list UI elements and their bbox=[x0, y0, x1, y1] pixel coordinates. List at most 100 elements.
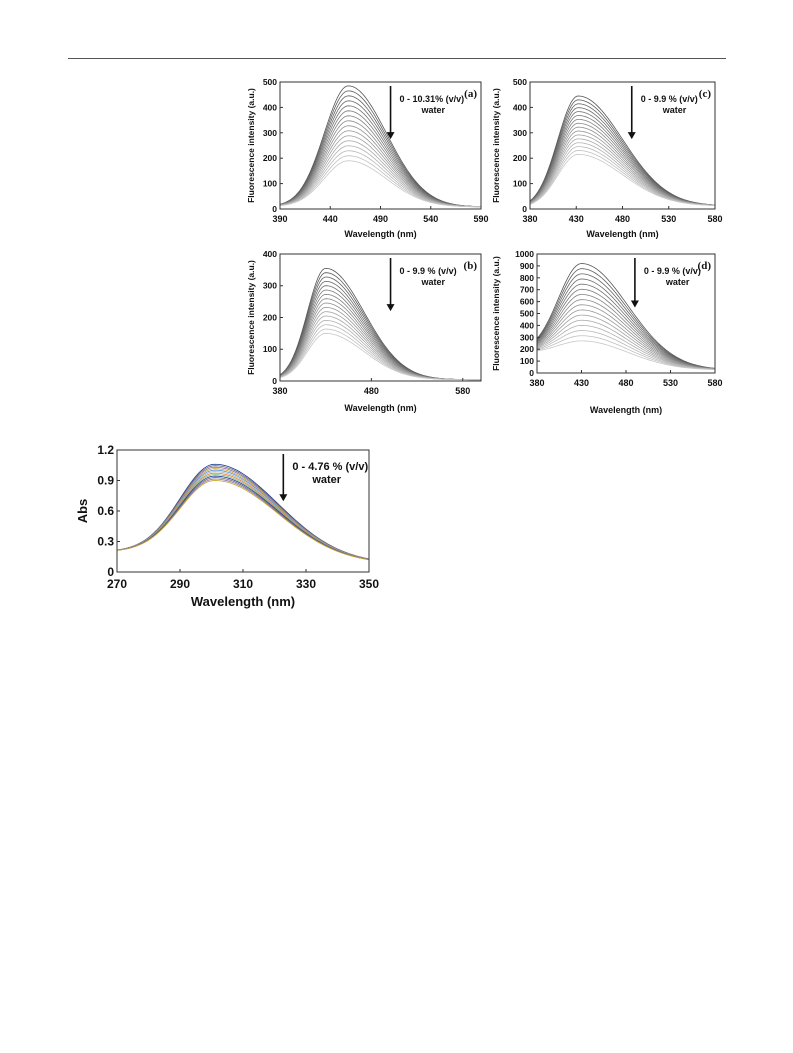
x-tick-label: 530 bbox=[661, 214, 676, 224]
panel-label: (a) bbox=[464, 88, 477, 100]
spectrum-line bbox=[536, 330, 716, 370]
x-tick-label: 310 bbox=[233, 577, 253, 591]
x-tick-label: 440 bbox=[323, 214, 338, 224]
x-axis-title: Wavelength (nm) bbox=[586, 229, 658, 239]
annotation-water: water bbox=[665, 277, 690, 287]
y-tick-label: 0.3 bbox=[97, 535, 114, 549]
y-tick-label: 400 bbox=[263, 249, 277, 259]
x-tick-label: 480 bbox=[618, 378, 633, 388]
x-axis-title: Wavelength (nm) bbox=[344, 229, 416, 239]
spectrum-line bbox=[536, 309, 716, 370]
fluorescence-chart-a: 0 100 200 300 400 500 390 440 490 540 590 Wavelengt… bbox=[246, 77, 489, 239]
y-axis-title: Fluorescence intensity (a.u.) bbox=[246, 88, 256, 203]
x-tick-label: 390 bbox=[272, 214, 287, 224]
x-tick-label: 490 bbox=[373, 214, 388, 224]
annotation-range: 0 - 9.9 % (v/v) bbox=[644, 266, 701, 276]
x-axis-title: Wavelength (nm) bbox=[344, 403, 416, 413]
y-tick-label: 100 bbox=[513, 179, 527, 189]
y-tick-label: 400 bbox=[513, 102, 527, 112]
spectrum-line bbox=[536, 335, 716, 370]
y-tick-label: 0 bbox=[107, 565, 114, 579]
spectrum-line bbox=[279, 280, 481, 381]
spectrum-line bbox=[279, 160, 482, 208]
spectrum-line bbox=[536, 340, 716, 370]
spectrum-line bbox=[116, 480, 370, 561]
y-tick-label: 200 bbox=[263, 153, 277, 163]
y-tick-label: 0 bbox=[272, 376, 277, 386]
spectra-group bbox=[529, 95, 716, 206]
arrow-head-icon bbox=[627, 132, 636, 140]
x-tick-label: 480 bbox=[615, 214, 630, 224]
y-tick-label: 200 bbox=[513, 153, 527, 163]
x-tick-label: 290 bbox=[170, 577, 190, 591]
spectra-group bbox=[116, 463, 370, 561]
y-tick-label: 600 bbox=[520, 297, 534, 307]
annotation-range: 0 - 9.9 % (v/v) bbox=[641, 94, 698, 104]
x-tick-label: 530 bbox=[663, 378, 678, 388]
y-tick-label: 200 bbox=[263, 312, 277, 322]
spectrum-line bbox=[536, 304, 716, 370]
x-tick-label: 380 bbox=[529, 378, 544, 388]
y-tick-label: 0.9 bbox=[97, 474, 114, 488]
y-tick-label: 300 bbox=[263, 281, 277, 291]
x-tick-label: 580 bbox=[707, 378, 722, 388]
arrow-head-icon bbox=[630, 300, 639, 308]
spectrum-line bbox=[279, 328, 482, 381]
x-tick-label: 330 bbox=[296, 577, 316, 591]
spectrum-line bbox=[529, 154, 716, 206]
annotation-range: 0 - 10.31% (v/v) bbox=[400, 94, 465, 104]
y-axis-title: Fluorescence intensity (a.u.) bbox=[491, 88, 501, 203]
y-tick-label: 1000 bbox=[515, 249, 534, 259]
spectrum-line bbox=[536, 299, 716, 370]
x-tick-label: 270 bbox=[107, 577, 127, 591]
y-axis-title: Fluorescence intensity (a.u.) bbox=[246, 260, 256, 375]
y-tick-label: 1.2 bbox=[97, 443, 114, 457]
absorbance-chart: 0 0.3 0.6 0.9 1.2 270 290 310 330 350 Wavelength (… bbox=[75, 443, 379, 609]
y-tick-label: 500 bbox=[513, 77, 527, 87]
spectrum-line bbox=[536, 325, 716, 370]
y-tick-label: 700 bbox=[520, 285, 534, 295]
arrow-head-icon bbox=[279, 494, 288, 502]
spectrum-line bbox=[279, 130, 482, 208]
x-tick-label: 590 bbox=[473, 214, 488, 224]
y-tick-label: 0 bbox=[522, 204, 527, 214]
y-tick-label: 100 bbox=[263, 344, 277, 354]
spectrum-line bbox=[529, 118, 716, 206]
spectrum-line bbox=[536, 288, 716, 370]
y-tick-label: 0 bbox=[529, 368, 534, 378]
annotation-water: water bbox=[421, 105, 446, 115]
spectra-group bbox=[279, 85, 482, 208]
y-axis-title: Abs bbox=[75, 499, 90, 524]
arrow-head-icon bbox=[386, 304, 395, 312]
spectra-group bbox=[279, 267, 482, 381]
fluorescence-chart-c: 0 100 200 300 400 500 380 430 480 530 580 Wavelengt… bbox=[491, 77, 723, 239]
y-tick-label: 400 bbox=[263, 102, 277, 112]
spectrum-line bbox=[279, 332, 482, 381]
y-tick-label: 0 bbox=[272, 204, 277, 214]
y-axis-title: Fluorescence intensity (a.u.) bbox=[491, 256, 501, 371]
x-axis-title: Wavelength (nm) bbox=[191, 594, 295, 609]
spectrum-line bbox=[279, 125, 482, 208]
y-tick-label: 300 bbox=[263, 128, 277, 138]
y-tick-label: 100 bbox=[520, 356, 534, 366]
y-tick-label: 800 bbox=[520, 273, 534, 283]
x-axis-title: Wavelength (nm) bbox=[590, 405, 662, 415]
spectrum-line bbox=[536, 314, 716, 370]
x-tick-label: 580 bbox=[455, 386, 470, 396]
spectrum-line bbox=[536, 278, 716, 369]
y-tick-label: 200 bbox=[520, 344, 534, 354]
x-tick-label: 380 bbox=[272, 386, 287, 396]
x-tick-label: 540 bbox=[423, 214, 438, 224]
y-tick-label: 0.6 bbox=[97, 504, 114, 518]
x-tick-label: 580 bbox=[707, 214, 722, 224]
x-tick-label: 480 bbox=[364, 386, 379, 396]
annotation-water: water bbox=[421, 277, 446, 287]
arrow-head-icon bbox=[386, 132, 395, 140]
panel-label: (c) bbox=[699, 88, 712, 100]
page-header-rule bbox=[68, 58, 726, 59]
x-tick-label: 430 bbox=[574, 378, 589, 388]
y-tick-label: 300 bbox=[513, 128, 527, 138]
y-tick-label: 500 bbox=[263, 77, 277, 87]
panel-label: (b) bbox=[464, 260, 478, 272]
